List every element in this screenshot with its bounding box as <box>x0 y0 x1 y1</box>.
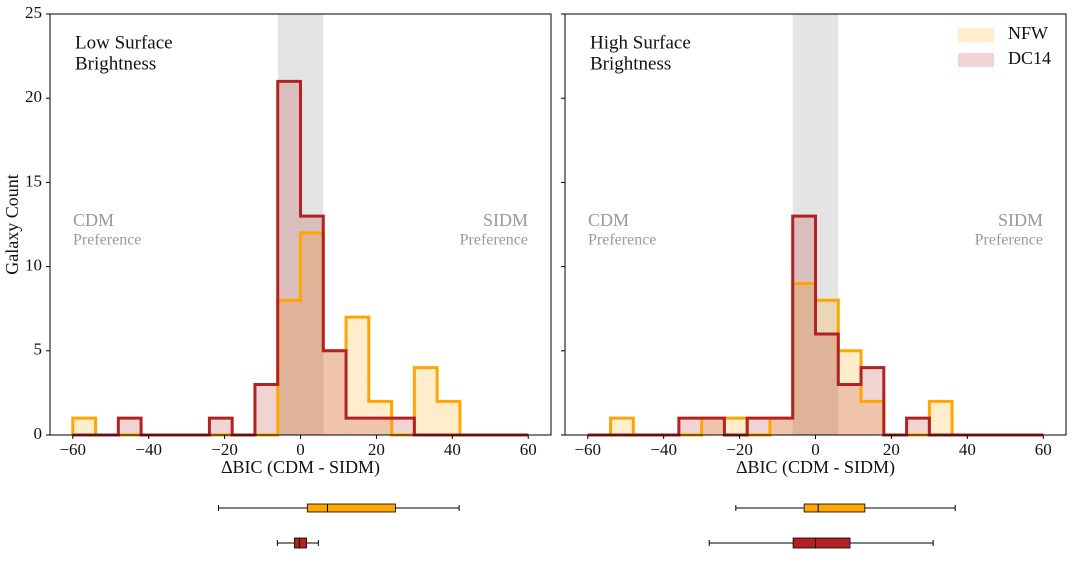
box <box>803 503 866 513</box>
x-axis-label: ΔBIC (CDM - SIDM) <box>736 457 895 478</box>
y-tick-label: 15 <box>25 171 42 190</box>
cdm-note: Preference <box>588 232 656 249</box>
bar <box>792 216 816 435</box>
y-tick-label: 10 <box>25 256 42 275</box>
panel-label: Brightness <box>590 53 671 74</box>
bar <box>861 401 884 435</box>
sidm-note: SIDM <box>483 210 528 230</box>
y-tick-label: 25 <box>25 3 42 22</box>
bar <box>747 418 770 435</box>
bar <box>300 216 324 435</box>
x-tick-label: 60 <box>1035 440 1052 459</box>
bar <box>929 401 953 435</box>
bar <box>815 333 839 435</box>
bar <box>277 81 301 436</box>
bar <box>838 384 862 435</box>
bar <box>346 418 369 435</box>
bar <box>701 418 725 435</box>
bar <box>277 300 301 435</box>
x-tick-label: −60 <box>574 440 601 459</box>
cdm-note: CDM <box>73 210 114 230</box>
bar <box>254 384 278 435</box>
cdm-note: CDM <box>588 210 629 230</box>
bar <box>323 350 347 435</box>
box <box>306 503 396 513</box>
bar <box>323 350 347 435</box>
bar <box>346 317 369 435</box>
x-tick-label: 0 <box>811 440 820 459</box>
bar <box>724 418 748 435</box>
x-tick-label: 0 <box>296 440 305 459</box>
y-tick-label: 0 <box>34 424 43 443</box>
bar <box>792 283 816 435</box>
y-axis-label: Galaxy Count <box>2 174 22 275</box>
x-tick-label: 40 <box>959 440 976 459</box>
bar <box>391 418 415 435</box>
bar <box>678 418 702 435</box>
x-tick-label: −20 <box>726 440 753 459</box>
sidm-note: SIDM <box>998 210 1043 230</box>
x-tick-label: 20 <box>883 440 900 459</box>
x-tick-label: −20 <box>211 440 238 459</box>
panel-label: Low Surface <box>75 32 173 53</box>
panel-label: High Surface <box>590 32 691 53</box>
legend-label: DC14 <box>1008 48 1051 68</box>
bar <box>300 232 324 435</box>
bar <box>72 418 96 435</box>
x-tick-label: 20 <box>368 440 385 459</box>
x-tick-label: −40 <box>135 440 162 459</box>
bar <box>610 418 634 435</box>
bar <box>906 418 930 435</box>
legend-label: NFW <box>1008 23 1048 43</box>
box <box>294 537 307 549</box>
sidm-note: Preference <box>975 232 1043 249</box>
legend-swatch <box>958 53 994 67</box>
bar <box>838 350 862 435</box>
x-tick-label: −40 <box>650 440 677 459</box>
x-tick-label: 40 <box>444 440 461 459</box>
bar <box>118 418 142 435</box>
sidm-note: Preference <box>460 232 528 249</box>
box <box>792 537 851 549</box>
cdm-note: Preference <box>73 232 141 249</box>
legend-swatch <box>958 28 994 42</box>
bar <box>437 401 460 435</box>
bar <box>209 418 233 435</box>
bar <box>701 418 725 435</box>
x-tick-label: −60 <box>59 440 86 459</box>
bar <box>368 418 392 435</box>
bar <box>769 418 793 435</box>
y-tick-label: 20 <box>25 87 42 106</box>
y-tick-label: 5 <box>34 340 43 359</box>
bar <box>414 367 438 435</box>
x-tick-label: 60 <box>520 440 537 459</box>
panel-label: Brightness <box>75 53 156 74</box>
bar <box>769 418 793 435</box>
x-axis-label: ΔBIC (CDM - SIDM) <box>221 457 380 478</box>
